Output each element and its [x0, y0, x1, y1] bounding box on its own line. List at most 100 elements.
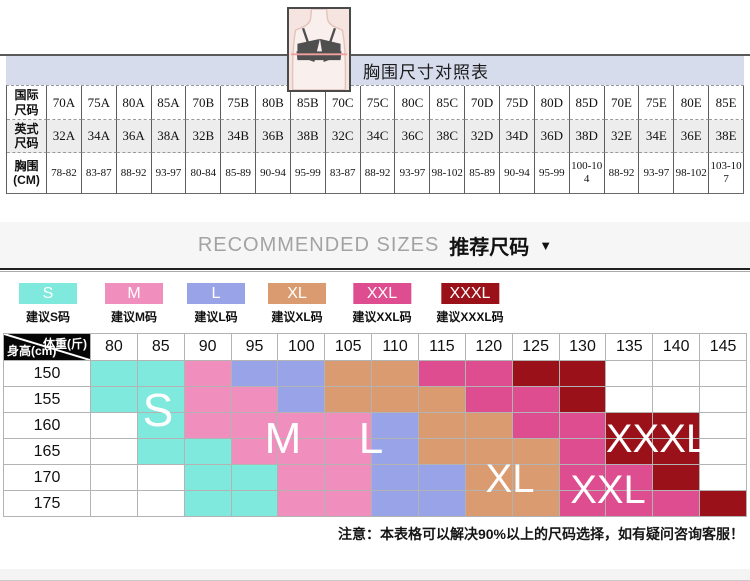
grid-cell-l — [372, 465, 419, 491]
grid-height-header: 160 — [4, 413, 91, 439]
recommended-sizes-band: RECOMMENDED SIZES 推荐尺码 ▼ — [0, 222, 750, 268]
grid-cell-xxl — [465, 387, 513, 413]
legend-label: 建议XXL码 — [352, 310, 412, 324]
grid-cell-empty — [700, 387, 747, 413]
grid-cell-m — [231, 387, 279, 413]
grid-cell-xxxl — [653, 465, 701, 491]
size-legend: S 建议S码 M 建议M码 L 建议L码 XL 建议XL码 XXL 建议XXL码 XXXL 建议XXX… — [0, 283, 750, 325]
grid-cell-xl — [372, 387, 419, 413]
size-table: 国际 尺码 70A 75A 80A 85A 70B 75B 80B 85B 70C 75C 80C 85C… — [6, 85, 744, 194]
grid-cell-empty — [606, 361, 654, 387]
size-table-cell: 32B — [186, 120, 222, 153]
grid-cell-m — [325, 439, 373, 465]
grid-cell-xl — [372, 361, 419, 387]
grid-cell-xxxl — [653, 439, 701, 465]
size-table-cell: 70E — [604, 86, 640, 120]
size-table-cell: 80E — [674, 86, 710, 120]
grid-cell-m — [325, 491, 373, 517]
size-table-cell: 80B — [256, 86, 291, 120]
grid-cell-xxl — [559, 439, 607, 465]
grid-cell-s — [137, 439, 185, 465]
grid-cell-xxl — [606, 465, 654, 491]
grid-cell-xxl — [606, 491, 654, 517]
grid-cell-empty — [700, 465, 747, 491]
grid-cell-empty — [700, 413, 747, 439]
grid-cell-xxxl — [559, 361, 607, 387]
size-table-cell: 34E — [639, 120, 675, 153]
size-table-cell: 38A — [151, 120, 187, 153]
grid-weight-header: 105 — [325, 334, 373, 361]
grid-cell-xl — [465, 439, 513, 465]
double-divider — [0, 268, 750, 272]
grid-weight-header: 110 — [372, 334, 419, 361]
triangle-down-icon: ▼ — [539, 237, 553, 253]
footer-band — [0, 569, 750, 581]
grid-cell-xxxl — [653, 413, 701, 439]
grid-cell-l — [278, 387, 326, 413]
size-table-cell: 36B — [256, 120, 291, 153]
grid-cell-m — [278, 491, 326, 517]
size-table-cell: 103-107 — [709, 153, 744, 194]
grid-cell-empty — [137, 491, 185, 517]
grid-cell-empty — [700, 361, 747, 387]
size-table-cell: 32D — [465, 120, 501, 153]
size-table-cell: 85A — [151, 86, 187, 120]
grid-cell-xxxl — [606, 439, 654, 465]
size-table-cell: 38B — [290, 120, 326, 153]
grid-cell-xxl — [559, 465, 607, 491]
legend-label: 建议L码 — [194, 310, 238, 324]
grid-cell-xxl — [559, 491, 607, 517]
grid-cell-m — [278, 465, 326, 491]
legend-label: 建议XXXL码 — [436, 310, 504, 324]
grid-cell-l — [231, 361, 279, 387]
grid-cell-s — [91, 387, 138, 413]
size-table-cell: 95-99 — [290, 153, 326, 194]
grid-cell-s — [231, 491, 279, 517]
grid-cell-xl — [419, 439, 466, 465]
size-grid: 体重(斤) 身高(cm) 80 85 90 95 100 105 110 115 120 125 1… — [3, 333, 747, 517]
grid-cell-empty — [91, 465, 138, 491]
size-table-cell: 34A — [81, 120, 117, 153]
grid-height-header: 150 — [4, 361, 91, 387]
size-table-cell: 85C — [430, 86, 466, 120]
size-table-cell: 34B — [221, 120, 257, 153]
grid-cell-xl — [512, 439, 560, 465]
grid-cell-m — [278, 413, 326, 439]
grid-cell-m — [231, 413, 279, 439]
size-table-cell: 38D — [569, 120, 605, 153]
size-table-cell: 95-99 — [534, 153, 570, 194]
size-table-cell: 78-82 — [47, 153, 82, 194]
legend-item-xl: XL 建议XL码 — [268, 283, 326, 325]
grid-cell-s — [137, 387, 185, 413]
grid-cell-xl — [325, 387, 373, 413]
grid-cell-s — [184, 491, 232, 517]
grid-cell-l — [278, 361, 326, 387]
grid-cell-empty — [653, 387, 701, 413]
size-table-row-header: 国际 尺码 — [7, 86, 47, 120]
size-table-cell: 75B — [221, 86, 257, 120]
size-table-row-header: 胸围 (CM) — [7, 153, 47, 194]
legend-swatch-s: S — [19, 283, 77, 304]
grid-cell-l — [372, 439, 419, 465]
grid-cell-xxxl — [512, 361, 560, 387]
size-table-cell: 93-97 — [639, 153, 675, 194]
bra-torso-illustration — [289, 9, 349, 90]
size-table-cell: 88-92 — [116, 153, 152, 194]
size-table-cell: 88-92 — [360, 153, 396, 194]
height-axis-label: 身高(cm) — [7, 344, 57, 358]
grid-cell-s — [184, 465, 232, 491]
grid-cell-l — [372, 491, 419, 517]
grid-cell-empty — [653, 361, 701, 387]
size-table-cell: 32A — [47, 120, 82, 153]
grid-cell-m — [184, 413, 232, 439]
grid-cell-m — [231, 439, 279, 465]
grid-cell-m — [278, 439, 326, 465]
grid-cell-xl — [465, 465, 513, 491]
size-table-cell: 75A — [81, 86, 117, 120]
grid-height-header: 165 — [4, 439, 91, 465]
grid-cell-xl — [419, 387, 466, 413]
legend-swatch-m: M — [105, 283, 163, 304]
grid-weight-header: 135 — [606, 334, 654, 361]
size-table-cell: 93-97 — [395, 153, 431, 194]
